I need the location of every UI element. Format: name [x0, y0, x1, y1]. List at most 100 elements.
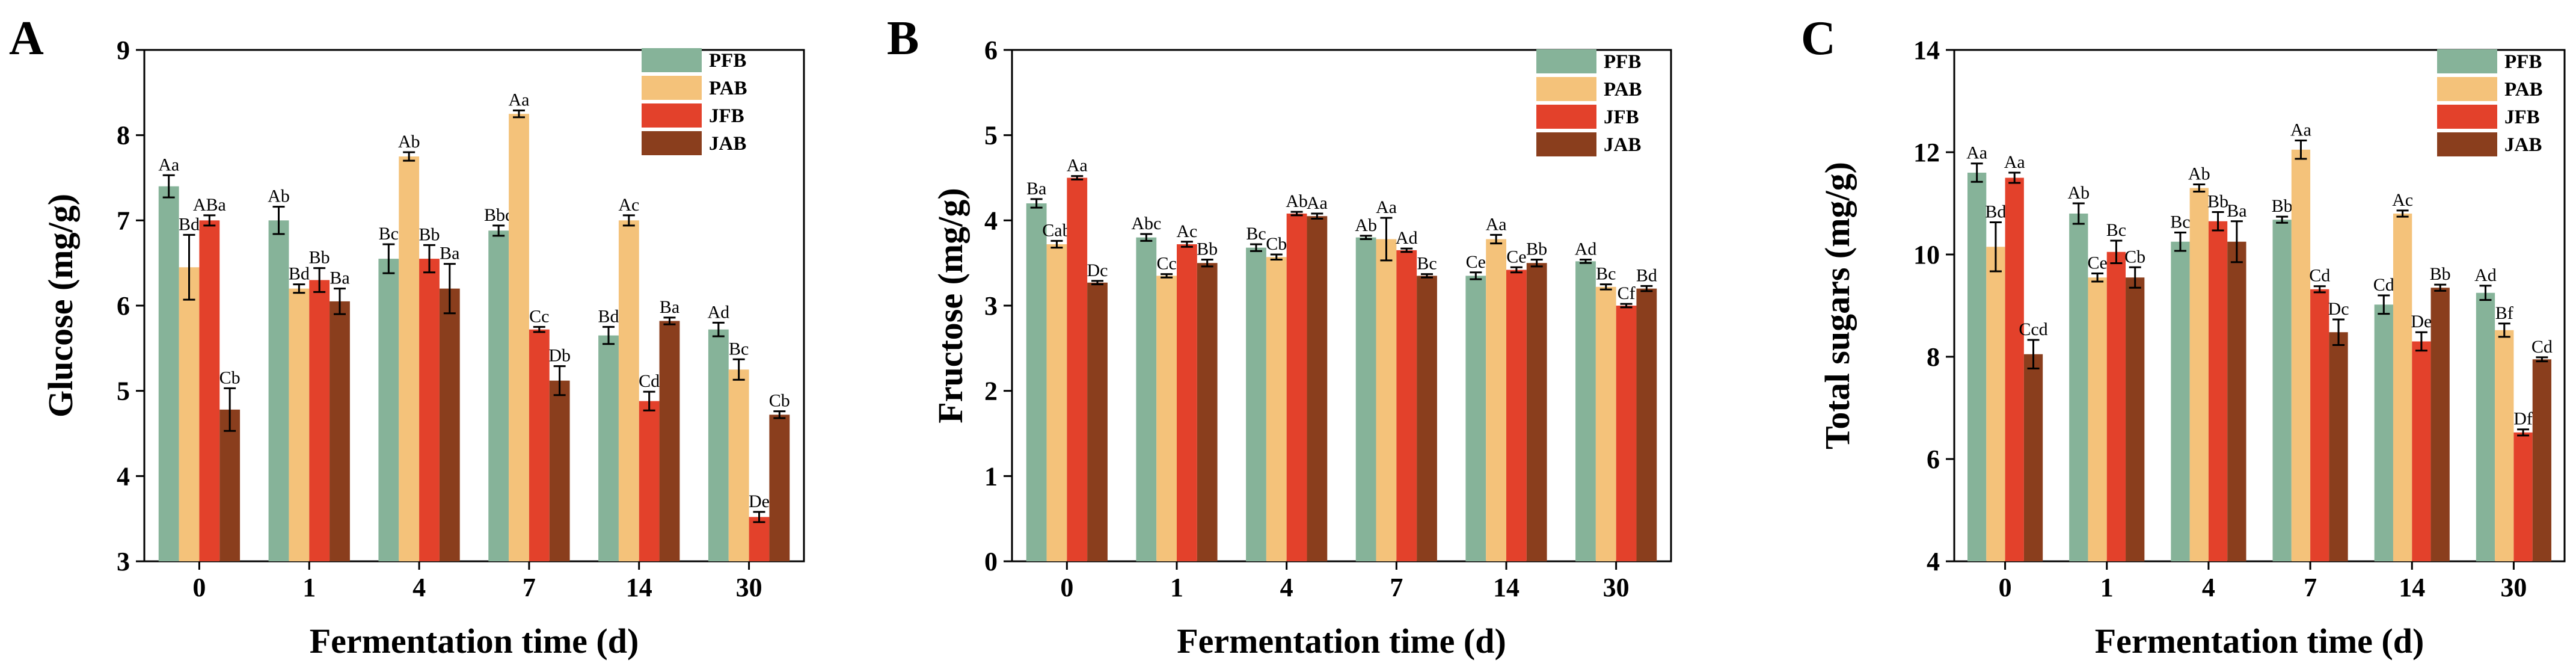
bar-pfb-30: [1575, 261, 1596, 561]
bar-pfb-1: [268, 220, 289, 561]
significance-label: Dc: [1087, 260, 1108, 280]
legend: PFB PAB JFB JAB: [2437, 49, 2543, 156]
bar-jab-14: [659, 321, 680, 561]
bar-jab-1: [1197, 263, 1218, 561]
significance-label: Bb: [1197, 239, 1218, 259]
bar-jfb-7: [529, 329, 550, 561]
x-axis-title: Fermentation time (d): [1177, 621, 1506, 661]
y-axis-title: Glucose (mg/g): [41, 194, 80, 418]
bar-pab-30: [2495, 330, 2514, 561]
bar-jab-30: [2532, 359, 2552, 561]
significance-label: Bd: [179, 214, 200, 234]
bar-jab-1: [2126, 277, 2145, 561]
bar-jab-7: [2329, 332, 2348, 561]
significance-label: Aa: [2290, 120, 2311, 140]
y-tick-label: 6: [1927, 445, 1940, 474]
bar-jfb-0: [1067, 177, 1088, 561]
bar-jfb-30: [749, 517, 770, 561]
x-tick-label: 7: [1390, 573, 1403, 602]
x-tick-label: 0: [192, 573, 206, 602]
legend-swatch-pab: [642, 76, 702, 100]
significance-label: Bc: [729, 339, 749, 359]
y-axis-title: Fructose (mg/g): [931, 188, 970, 423]
bar-jab-14: [1526, 263, 1547, 561]
significance-label: Aa: [1486, 214, 1507, 234]
panel-letter: C: [1801, 12, 1836, 65]
y-tick-label: 4: [1927, 547, 1940, 576]
legend-label-jab: JAB: [1604, 134, 1641, 156]
significance-label: Ab: [2067, 183, 2090, 203]
significance-label: Ab: [2188, 164, 2210, 184]
bar-jfb-30: [2513, 432, 2533, 561]
significance-label: Ac: [618, 195, 639, 215]
bar-jab-30: [769, 415, 790, 561]
legend-swatch-pfb: [1536, 49, 1596, 73]
y-tick-label: 8: [117, 121, 130, 150]
significance-label: Bc: [2170, 212, 2190, 232]
bar-pfb-7: [488, 230, 509, 561]
significance-label: Ba: [1026, 179, 1046, 199]
bar-jfb-1: [2106, 251, 2126, 561]
bar-jfb-0: [199, 220, 220, 561]
significance-label: Ba: [440, 244, 459, 264]
significance-label: Ad: [2474, 265, 2497, 285]
y-axis-title: Total sugars (mg/g): [1818, 162, 1857, 449]
legend-label-pfb: PFB: [2504, 51, 2542, 73]
significance-label: Df: [2513, 409, 2533, 429]
bar-pab-1: [1156, 276, 1177, 561]
y-tick-label: 3: [117, 547, 130, 576]
significance-label: Ab: [1286, 191, 1308, 211]
x-tick-label: 1: [2100, 573, 2114, 602]
x-tick-label: 30: [736, 573, 762, 602]
legend-label-pfb: PFB: [1604, 51, 1641, 73]
legend-swatch-jab: [2437, 132, 2497, 156]
legend-label-jab: JAB: [2504, 134, 2542, 156]
bar-pab-14: [618, 220, 639, 561]
y-tick-label: 5: [117, 377, 130, 406]
x-tick-label: 14: [2399, 573, 2425, 602]
bar-jab-0: [2023, 354, 2043, 561]
bar-jfb-1: [1177, 244, 1197, 561]
significance-label: Bd: [289, 264, 310, 284]
significance-label: Aa: [1966, 143, 1987, 163]
significance-label: Bb: [2272, 196, 2293, 216]
significance-label: Ce: [1506, 247, 1526, 267]
significance-label: Ccd: [2019, 319, 2047, 339]
bar-pab-4: [399, 156, 420, 561]
bar-pab-0: [1046, 244, 1067, 561]
significance-label: Cf: [1618, 283, 1636, 303]
legend-swatch-pab: [2437, 77, 2497, 101]
significance-label: Bb: [2207, 191, 2228, 211]
x-tick-label: 1: [302, 573, 316, 602]
x-tick-label: 4: [412, 573, 426, 602]
x-tick-label: 1: [1170, 573, 1183, 602]
legend-swatch-jab: [642, 131, 702, 155]
significance-label: Bd: [1985, 202, 2006, 221]
significance-label: Ba: [330, 268, 349, 288]
significance-label: Bd: [598, 306, 619, 326]
legend-label-pab: PAB: [1604, 79, 1642, 100]
x-tick-label: 0: [1999, 573, 2012, 602]
significance-label: Aa: [1376, 197, 1397, 217]
bar-jab-1: [330, 301, 350, 561]
bar-pfb-0: [158, 186, 179, 562]
x-tick-label: 7: [2304, 573, 2317, 602]
x-tick-label: 4: [1280, 573, 1293, 602]
bar-jfb-4: [2208, 221, 2228, 561]
bar-jab-7: [1417, 276, 1437, 561]
legend: PFB PAB JFB JAB: [642, 48, 747, 155]
significance-label: Bc: [2106, 220, 2126, 240]
significance-label: Cab: [1042, 220, 1071, 240]
y-tick-label: 4: [984, 206, 998, 235]
bar-jab-7: [549, 380, 570, 561]
chart-panel-B: B Ba Abc Bc Ab Ce Ad Cab Cc Cb Aa Aa Bc Aa Ac Ab Ad Ce Cf D…: [887, 12, 1672, 661]
y-tick-label: 8: [1927, 342, 1940, 372]
bar-jfb-4: [1286, 214, 1307, 561]
y-tick-label: 9: [117, 35, 130, 65]
significance-label: Cb: [219, 368, 241, 387]
bar-jab-4: [2227, 241, 2246, 561]
bar-pab-14: [2393, 214, 2412, 561]
chart-panel-A: A Aa Ab Bc Bbc Bd Ad Bd Bd Ab Aa Ac Bc ABa Bb Bb Cc Cd De C…: [9, 12, 805, 661]
bar-jab-4: [439, 288, 460, 561]
significance-label: Cd: [2373, 275, 2394, 295]
